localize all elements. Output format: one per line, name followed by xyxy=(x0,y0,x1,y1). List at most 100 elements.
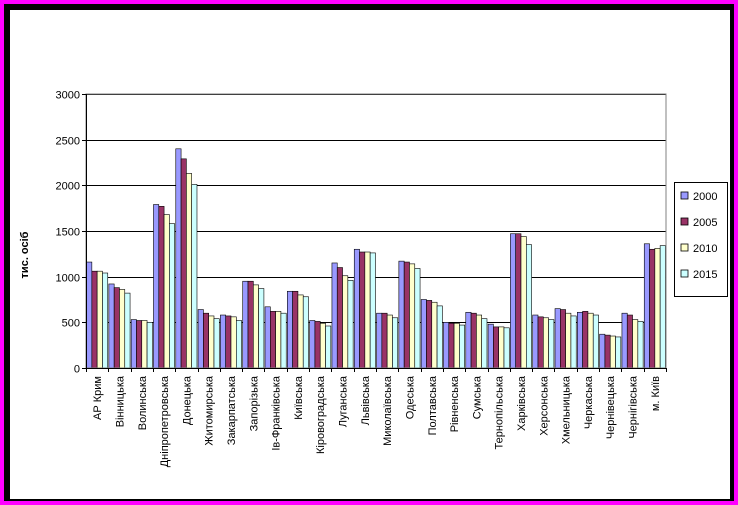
bar xyxy=(247,280,254,369)
bar xyxy=(292,290,299,369)
y-tick-label: 500 xyxy=(62,318,80,330)
bar xyxy=(560,309,566,369)
x-tick-label: Миколаївська xyxy=(382,375,394,446)
bar xyxy=(525,244,532,369)
x-tick-label: Хмельницька xyxy=(561,375,573,444)
legend: 2000 2005 2010 2015 xyxy=(674,182,728,297)
x-tick-label: Закарпатська xyxy=(226,375,238,445)
chart-canvas: тис. осіб 0 500 1000 1500 2000 2500 3000 АР Кр… xyxy=(10,10,730,499)
bar xyxy=(392,317,399,369)
x-tick-label: Луганська xyxy=(338,375,350,427)
bar xyxy=(548,319,555,369)
x-tick-label: Вінницька xyxy=(115,375,127,427)
bar xyxy=(376,312,383,369)
bar xyxy=(626,314,633,369)
bar xyxy=(448,322,455,369)
y-tick-label: 1500 xyxy=(56,227,80,239)
bar xyxy=(604,334,611,369)
bar xyxy=(515,233,522,369)
bar xyxy=(102,272,109,369)
x-tick-label: Одеська xyxy=(405,375,417,419)
bar xyxy=(426,300,433,369)
bar xyxy=(615,336,622,369)
y-axis-label: тис. осіб xyxy=(19,231,31,278)
x-tick-label: Харківська xyxy=(516,375,528,431)
legend-swatch xyxy=(680,269,689,278)
legend-label: 2000 xyxy=(693,191,717,203)
bar xyxy=(186,173,192,369)
bar xyxy=(169,223,175,369)
bar xyxy=(347,280,354,369)
bar xyxy=(386,314,393,369)
bar xyxy=(319,322,326,369)
bar xyxy=(309,320,316,369)
bar xyxy=(565,312,572,369)
bar xyxy=(532,314,539,369)
legend-swatch xyxy=(680,191,689,200)
bar xyxy=(592,314,599,369)
bar xyxy=(203,312,209,369)
bar xyxy=(481,318,488,369)
bar xyxy=(403,261,410,369)
bar xyxy=(253,284,259,369)
bar xyxy=(659,245,666,369)
bar xyxy=(191,184,198,369)
x-tick-labels: АР Крим Вінницька Волинська Дніпропетровськ… xyxy=(92,375,662,467)
bar xyxy=(331,262,338,369)
bar xyxy=(420,299,427,369)
legend-label: 2015 xyxy=(693,269,717,281)
bar xyxy=(258,288,265,369)
bar xyxy=(554,308,561,369)
bar xyxy=(470,312,477,369)
bar xyxy=(353,248,360,369)
x-tick-label: Тернопільська xyxy=(494,375,506,449)
bar xyxy=(130,319,137,369)
legend-swatch xyxy=(680,217,689,226)
x-tick-label: Житомирська xyxy=(204,375,216,445)
bar xyxy=(369,252,376,369)
bar xyxy=(510,233,516,369)
bar xyxy=(587,312,594,369)
x-tick-label: Черкаська xyxy=(583,375,595,429)
x-tick-label: Херсонська xyxy=(538,375,550,436)
bar xyxy=(609,335,616,369)
x-tick-label: Київська xyxy=(293,375,305,420)
x-tick-label: Донецька xyxy=(181,375,193,425)
bar xyxy=(230,316,237,369)
bar xyxy=(459,324,465,369)
bar xyxy=(637,321,644,369)
y-tick-label: 2000 xyxy=(56,181,80,193)
bar xyxy=(153,204,160,369)
bar xyxy=(180,158,187,369)
bar xyxy=(649,248,656,369)
bar xyxy=(146,322,153,369)
bar xyxy=(599,333,606,369)
bar xyxy=(520,236,527,369)
bar xyxy=(643,243,650,369)
bar xyxy=(543,317,549,369)
bar xyxy=(453,322,460,369)
bar xyxy=(465,311,472,369)
bar xyxy=(225,315,232,369)
bar xyxy=(336,267,343,369)
bar xyxy=(297,294,304,369)
bar-chart: тис. осіб 0 500 1000 1500 2000 2500 3000 АР Кр… xyxy=(19,90,728,467)
bar xyxy=(197,309,204,369)
bar xyxy=(381,312,388,369)
bar xyxy=(364,251,371,369)
y-tick-label: 0 xyxy=(74,364,80,376)
bar xyxy=(220,314,226,369)
bar xyxy=(242,280,249,369)
y-tick-label: 1000 xyxy=(56,273,80,285)
x-tick-label: Рівненська xyxy=(449,375,461,432)
chart-frame: тис. осіб 0 500 1000 1500 2000 2500 3000 АР Кр… xyxy=(4,4,734,501)
bar xyxy=(577,311,583,369)
axes xyxy=(82,94,667,372)
legend-box xyxy=(674,182,728,297)
bar xyxy=(409,263,416,369)
bar xyxy=(537,316,544,369)
bar xyxy=(342,275,349,369)
bar xyxy=(621,312,628,369)
bar xyxy=(503,327,510,369)
bar xyxy=(236,320,242,369)
